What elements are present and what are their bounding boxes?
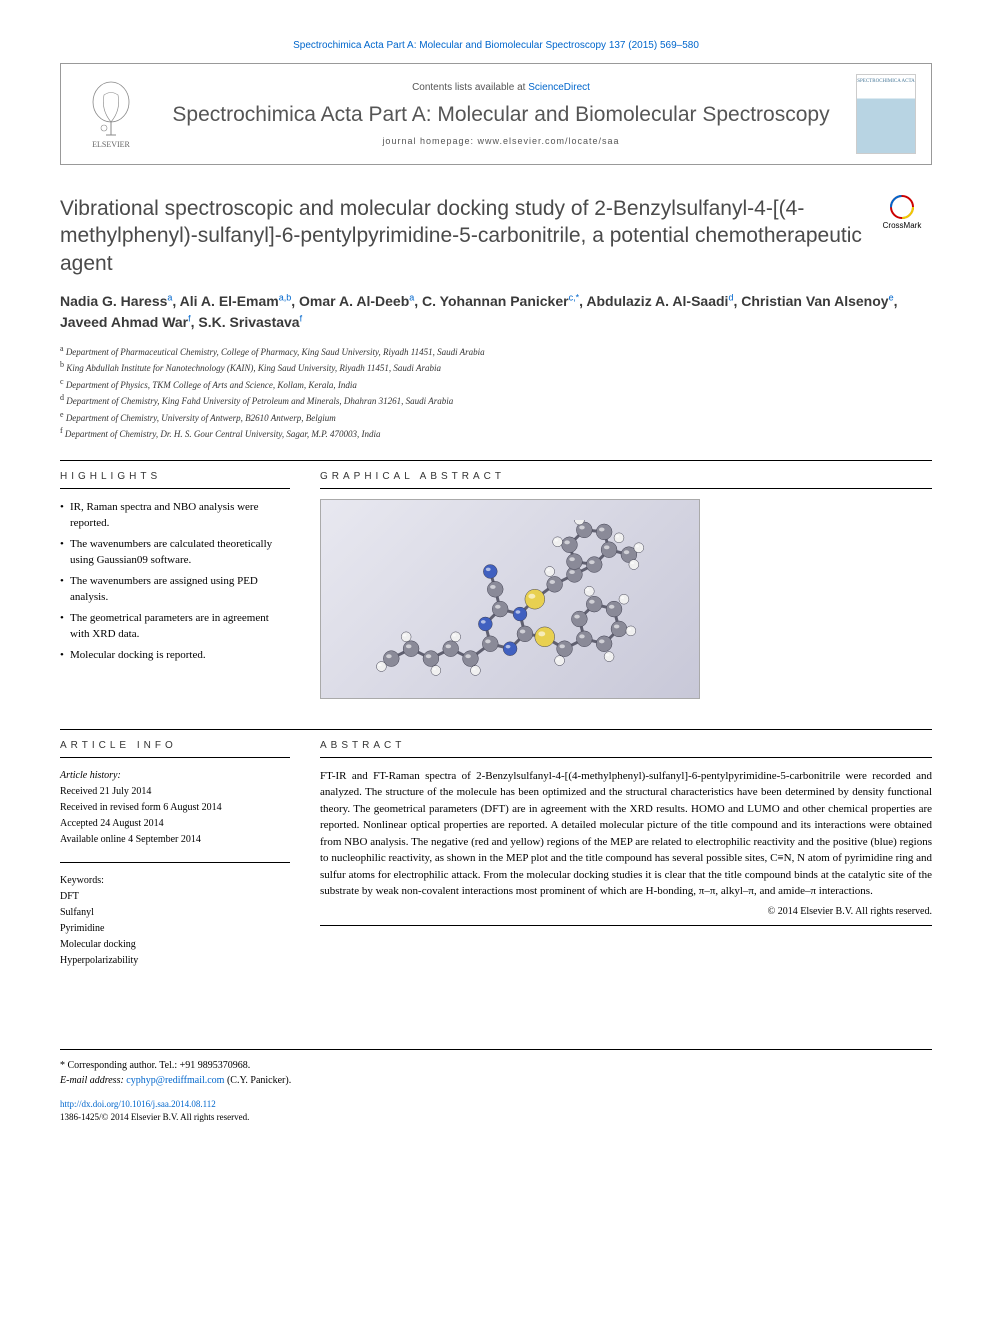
graphical-rule xyxy=(320,488,932,489)
affiliation: d Department of Chemistry, King Fahd Uni… xyxy=(60,392,932,409)
affiliation: b King Abdullah Institute for Nanotechno… xyxy=(60,359,932,376)
affiliation: a Department of Pharmaceutical Chemistry… xyxy=(60,343,932,360)
info-abstract-row: ARTICLE INFO Article history: Received 2… xyxy=(60,740,932,969)
keywords-block: Keywords: DFTSulfanylPyrimidineMolecular… xyxy=(60,873,290,969)
keywords-label: Keywords: xyxy=(60,873,290,889)
footer-rule xyxy=(60,1049,932,1050)
keyword: Sulfanyl xyxy=(60,905,290,921)
sciencedirect-link[interactable]: ScienceDirect xyxy=(528,82,590,93)
article-title: Vibrational spectroscopic and molecular … xyxy=(60,195,932,277)
highlight-item: The wavenumbers are calculated theoretic… xyxy=(60,536,290,569)
author: S.K. Srivastavaf xyxy=(198,314,302,330)
author: Ali A. El-Emama,b xyxy=(180,293,292,309)
article-info-label: ARTICLE INFO xyxy=(60,740,290,751)
highlight-item: IR, Raman spectra and NBO analysis were … xyxy=(60,499,290,532)
abstract-label: ABSTRACT xyxy=(320,740,932,751)
journal-reference: Spectrochimica Acta Part A: Molecular an… xyxy=(60,40,932,51)
crossmark-badge[interactable]: CrossMark xyxy=(872,195,932,230)
contents-available-line: Contents lists available at ScienceDirec… xyxy=(146,82,856,93)
email-suffix: (C.Y. Panicker). xyxy=(224,1075,291,1086)
corresponding-email-link[interactable]: cyphyp@rediffmail.com xyxy=(126,1075,224,1086)
section-rule xyxy=(60,460,932,461)
keywords-rule xyxy=(60,862,290,863)
author: C. Yohannan Panickerc,* xyxy=(422,293,579,309)
highlight-item: The geometrical parameters are in agreem… xyxy=(60,610,290,643)
author: Abdulaziz A. Al-Saadid xyxy=(586,293,733,309)
email-label: E-mail address: xyxy=(60,1075,126,1086)
publisher-name: ELSEVIER xyxy=(92,140,130,149)
corresponding-author-footer: * Corresponding author. Tel.: +91 989537… xyxy=(60,1058,932,1088)
authors-list: Nadia G. Haressa, Ali A. El-Emama,b, Oma… xyxy=(60,291,932,333)
author: Javeed Ahmad Warf xyxy=(60,314,191,330)
author: Omar A. Al-Deeba xyxy=(299,293,414,309)
accepted-date: Accepted 24 August 2014 xyxy=(60,816,290,832)
issn-line: 1386-1425/© 2014 Elsevier B.V. All right… xyxy=(60,1111,932,1125)
history-label: Article history: xyxy=(60,768,290,784)
header-center: Contents lists available at ScienceDirec… xyxy=(146,82,856,146)
highlight-item: The wavenumbers are assigned using PED a… xyxy=(60,573,290,606)
doi-block: http://dx.doi.org/10.1016/j.saa.2014.08.… xyxy=(60,1098,932,1125)
journal-homepage-line: journal homepage: www.elsevier.com/locat… xyxy=(146,136,856,146)
author: Christian Van Alsenoye xyxy=(741,293,893,309)
online-date: Available online 4 September 2014 xyxy=(60,832,290,848)
highlights-graphical-row: HIGHLIGHTS IR, Raman spectra and NBO ana… xyxy=(60,471,932,699)
elsevier-tree-icon xyxy=(86,80,136,140)
author: Nadia G. Haressa xyxy=(60,293,172,309)
affiliation: e Department of Chemistry, University of… xyxy=(60,409,932,426)
journal-cover-thumbnail: SPECTROCHIMICA ACTA xyxy=(856,74,916,154)
affiliation: c Department of Physics, TKM College of … xyxy=(60,376,932,393)
highlight-item: Molecular docking is reported. xyxy=(60,647,290,664)
molecule-diagram xyxy=(340,520,680,678)
journal-header-box: ELSEVIER Contents lists available at Sci… xyxy=(60,63,932,165)
keyword: Pyrimidine xyxy=(60,921,290,937)
highlights-label: HIGHLIGHTS xyxy=(60,471,290,482)
article-history: Article history: Received 21 July 2014 R… xyxy=(60,768,290,848)
affiliation: f Department of Chemistry, Dr. H. S. Gou… xyxy=(60,425,932,442)
doi-link[interactable]: http://dx.doi.org/10.1016/j.saa.2014.08.… xyxy=(60,1099,216,1109)
homepage-url: www.elsevier.com/locate/saa xyxy=(478,136,620,146)
abstract-end-rule xyxy=(320,925,932,926)
highlights-rule xyxy=(60,488,290,489)
graphical-abstract-image xyxy=(320,499,700,699)
section-rule-2 xyxy=(60,729,932,730)
elsevier-logo: ELSEVIER xyxy=(76,74,146,154)
crossmark-label: CrossMark xyxy=(872,221,932,230)
graphical-abstract-label: GRAPHICAL ABSTRACT xyxy=(320,471,932,482)
journal-title: Spectrochimica Acta Part A: Molecular an… xyxy=(146,101,856,128)
abstract-text: FT-IR and FT-Raman spectra of 2-Benzylsu… xyxy=(320,768,932,900)
keyword: Hyperpolarizability xyxy=(60,953,290,969)
keyword: DFT xyxy=(60,889,290,905)
affiliations-list: a Department of Pharmaceutical Chemistry… xyxy=(60,343,932,442)
abstract-rule xyxy=(320,757,932,758)
corresponding-label: * Corresponding author. Tel.: +91 989537… xyxy=(60,1058,932,1073)
crossmark-icon xyxy=(890,195,914,219)
revised-date: Received in revised form 6 August 2014 xyxy=(60,800,290,816)
keyword: Molecular docking xyxy=(60,937,290,953)
keywords-list: DFTSulfanylPyrimidineMolecular dockingHy… xyxy=(60,889,290,969)
copyright-line: © 2014 Elsevier B.V. All rights reserved… xyxy=(320,906,932,917)
received-date: Received 21 July 2014 xyxy=(60,784,290,800)
info-rule xyxy=(60,757,290,758)
highlights-list: IR, Raman spectra and NBO analysis were … xyxy=(60,499,290,664)
